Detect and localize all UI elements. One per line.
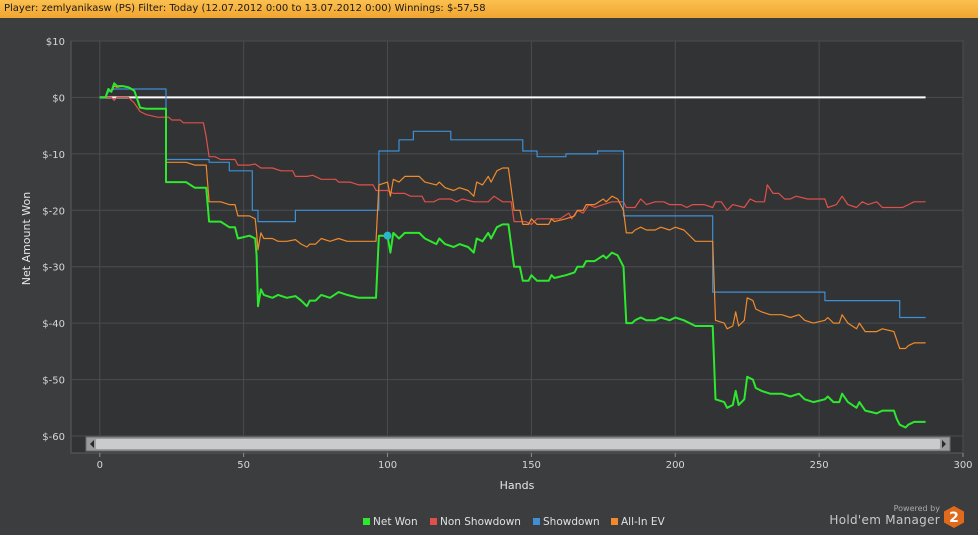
hem2-logo-icon: 2: [944, 506, 964, 528]
legend-item[interactable]: All-In EV: [611, 516, 666, 528]
y-tick-label: $0: [52, 93, 65, 104]
y-tick-label: $10: [46, 37, 65, 48]
y-axis-title: Net Amount Won: [20, 192, 33, 285]
branding: Powered by Hold'em Manager: [829, 504, 940, 527]
header-text: Player: zemlyanikasw (PS) Filter: Today …: [4, 3, 486, 14]
x-tick-label: 100: [378, 460, 397, 471]
product-name: Hold'em Manager: [829, 513, 940, 527]
legend-swatch: [611, 518, 618, 525]
legend-item[interactable]: Non Showdown: [430, 516, 521, 528]
legend-label: Showdown: [543, 516, 600, 528]
series-line-all-in-ev: [99, 85, 926, 350]
y-tick-label: $-20: [42, 206, 65, 217]
logo-digit: 2: [949, 510, 959, 526]
legend-swatch: [363, 518, 370, 525]
scrollbar-thumb[interactable]: [96, 439, 940, 449]
x-tick-label: 150: [522, 460, 541, 471]
legend-item[interactable]: Net Won: [363, 516, 418, 528]
x-tick-label: 0: [97, 460, 103, 471]
x-axis-ticks: 0 50 100 150 200 250 300: [97, 453, 973, 471]
horizontal-scrollbar[interactable]: [85, 436, 951, 452]
y-tick-label: $-40: [42, 319, 65, 330]
legend-swatch: [533, 518, 540, 525]
legend: Net Won Non Showdown Showdown All-In EV: [363, 516, 666, 528]
x-tick-label: 50: [237, 460, 250, 471]
scroll-left-arrow-icon[interactable]: [90, 440, 94, 448]
legend-swatch: [430, 518, 437, 525]
series-lines: [99, 82, 926, 429]
legend-item[interactable]: Showdown: [533, 516, 600, 528]
data-point-marker[interactable]: [383, 231, 392, 240]
point-markers: [383, 231, 392, 240]
y-tick-label: $-30: [42, 263, 65, 274]
legend-label: All-In EV: [621, 516, 666, 528]
y-axis-ticks: $10 $0 $-10 $-20 $-30 $-40 $-50 $-60: [42, 37, 65, 443]
x-tick-label: 300: [953, 460, 972, 471]
x-tick-label: 250: [810, 460, 829, 471]
legend-label: Net Won: [373, 516, 418, 528]
legend-label: Non Showdown: [440, 516, 521, 528]
header-bar: Player: zemlyanikasw (PS) Filter: Today …: [0, 0, 978, 18]
scroll-right-arrow-icon[interactable]: [942, 440, 946, 448]
y-tick-label: $-10: [42, 150, 65, 161]
x-axis-title: Hands: [500, 479, 535, 492]
plot-area: [70, 40, 964, 454]
series-line-showdown: [99, 88, 926, 319]
y-tick-label: $-50: [42, 376, 65, 387]
y-tick-label: $-60: [42, 432, 65, 443]
series-line-net-won: [99, 82, 926, 429]
powered-by-label: Powered by: [893, 504, 940, 513]
x-tick-label: 200: [666, 460, 685, 471]
